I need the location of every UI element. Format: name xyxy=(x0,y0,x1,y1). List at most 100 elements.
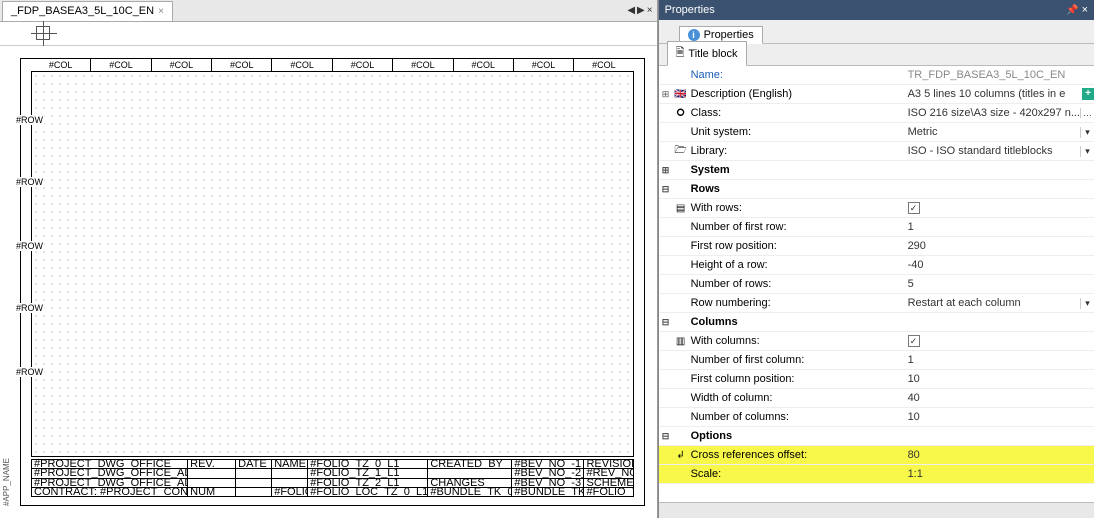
first-col-pos-label: First column position: xyxy=(689,373,904,385)
expand-icon[interactable]: ⊞ xyxy=(659,165,673,176)
expand-icon[interactable]: ⊞ xyxy=(659,89,673,100)
with-rows-label: With rows: xyxy=(689,202,904,214)
scale-label: Scale: xyxy=(689,468,904,480)
dropdown-icon[interactable]: ▾ xyxy=(1080,127,1094,138)
col-width-label: Width of column: xyxy=(689,392,904,404)
row-numbering-label: Row numbering: xyxy=(689,297,904,309)
prop-first-row-pos[interactable]: First row position: 290 xyxy=(659,237,1094,256)
with-cols-label: With columns: xyxy=(689,335,904,347)
tb-folio-loc2: #FOLIO_LOC_TZ_0_L1 xyxy=(308,488,427,496)
prop-xref-offset[interactable]: ↲ Cross references offset: 80 xyxy=(659,446,1094,465)
collapse-icon[interactable]: ⊟ xyxy=(659,184,673,195)
collapse-icon[interactable]: ⊟ xyxy=(659,317,673,328)
origin-marker-icon[interactable] xyxy=(36,26,50,40)
prop-library[interactable]: 🗁 Library: ISO - ISO standard titleblock… xyxy=(659,142,1094,161)
prop-with-cols[interactable]: ▥ With columns: ✓ xyxy=(659,332,1094,351)
document-tab[interactable]: _FDP_BASEA3_5L_10C_EN × xyxy=(2,1,173,21)
num-first-row-value[interactable]: 1 xyxy=(904,221,1094,233)
prop-class[interactable]: 🞇 Class: ISO 216 size\A3 size - 420x297 … xyxy=(659,104,1094,123)
scale-value[interactable]: 1:1 xyxy=(904,468,1094,480)
row-numbering-value: Restart at each column xyxy=(904,297,1080,309)
group-columns-label: Columns xyxy=(689,316,904,328)
tb-addr1: #PROJECT_DWG_OFFICE_ADDRESS_1 xyxy=(32,469,187,478)
row-label: #ROW xyxy=(15,241,44,251)
drawing-canvas[interactable]: #APP_NAME #COL#COL#COL#COL#COL#COL#COL#C… xyxy=(0,46,657,518)
tb-contract-val: #PROJECT_CONTRACT_NUM xyxy=(100,488,187,496)
group-system-label: System xyxy=(689,164,904,176)
panel-title: Properties xyxy=(665,4,715,16)
prop-unit-label: Unit system: xyxy=(689,126,904,138)
properties-panel: Properties 📌 × i Properties 🗎 Title bloc… xyxy=(658,0,1094,518)
col-header: #COL xyxy=(212,59,272,71)
collapse-icon[interactable]: ⊟ xyxy=(659,431,673,442)
add-lang-icon[interactable]: + xyxy=(1082,88,1094,100)
properties-list: Name: TR_FDP_BASEA3_5L_10C_EN ⊞ 🇬🇧 Descr… xyxy=(659,66,1094,502)
prop-desc-label: Description (English) xyxy=(689,88,904,100)
col-header: #COL xyxy=(272,59,332,71)
num-rows-label: Number of rows: xyxy=(689,278,904,290)
document-tab-bar: _FDP_BASEA3_5L_10C_EN × ◀ ▶ × xyxy=(0,0,657,22)
next-tab-icon[interactable]: ▶ xyxy=(637,5,645,16)
col-header: #COL xyxy=(393,59,453,71)
prop-first-col-pos[interactable]: First column position: 10 xyxy=(659,370,1094,389)
row-height-value[interactable]: -40 xyxy=(904,259,1094,271)
row-height-label: Height of a row: xyxy=(689,259,904,271)
col-header: #COL xyxy=(574,59,633,71)
col-width-value[interactable]: 40 xyxy=(904,392,1094,404)
dropdown-icon[interactable]: ▾ xyxy=(1080,146,1094,157)
row-label: #ROW xyxy=(15,115,44,125)
with-cols-checkbox[interactable]: ✓ xyxy=(908,335,920,347)
row-label: #ROW xyxy=(15,367,44,377)
tb-num-lbl: NUM xyxy=(188,488,235,496)
prop-col-width[interactable]: Width of column: 40 xyxy=(659,389,1094,408)
group-options[interactable]: ⊟ Options xyxy=(659,427,1094,446)
first-col-pos-value[interactable]: 10 xyxy=(904,373,1094,385)
close-panel-icon[interactable]: × xyxy=(1082,4,1088,16)
panel-controls: 📌 × xyxy=(1066,4,1088,16)
titleblock-icon: 🗎 xyxy=(676,44,685,63)
col-header: #COL xyxy=(333,59,393,71)
xref-icon: ↲ xyxy=(673,450,689,461)
group-rows[interactable]: ⊟ Rows xyxy=(659,180,1094,199)
prop-num-first-col[interactable]: Number of first column: 1 xyxy=(659,351,1094,370)
info-icon: i xyxy=(688,29,700,41)
prop-class-value: ISO 216 size\A3 size - 420x297 n... xyxy=(904,107,1080,119)
tb-rev-lbl: REV. xyxy=(188,460,235,469)
group-columns[interactable]: ⊟ Columns xyxy=(659,313,1094,332)
dropdown-icon[interactable]: ▾ xyxy=(1080,298,1094,309)
tb-contract-lbl: CONTRACT: xyxy=(34,488,97,496)
prop-row-height[interactable]: Height of a row: -40 xyxy=(659,256,1094,275)
col-header: #COL xyxy=(514,59,574,71)
with-rows-checkbox[interactable]: ✓ xyxy=(908,202,920,214)
section-row: 🗎 Title block xyxy=(659,44,1094,66)
section-titleblock[interactable]: 🗎 Title block xyxy=(667,41,747,66)
prop-desc-value: A3 5 lines 10 columns (titles in e xyxy=(904,88,1082,100)
pin-icon[interactable]: 📌 xyxy=(1066,5,1078,16)
prop-name[interactable]: Name: TR_FDP_BASEA3_5L_10C_EN xyxy=(659,66,1094,85)
prop-unit[interactable]: Unit system: Metric ▾ xyxy=(659,123,1094,142)
prop-name-label: Name: xyxy=(689,69,904,81)
prop-num-rows[interactable]: Number of rows: 5 xyxy=(659,275,1094,294)
num-first-col-value[interactable]: 1 xyxy=(904,354,1094,366)
prop-num-first-row[interactable]: Number of first row: 1 xyxy=(659,218,1094,237)
xref-value[interactable]: 80 xyxy=(904,449,1094,461)
prop-num-cols[interactable]: Number of columns: 10 xyxy=(659,408,1094,427)
ellipsis-icon[interactable]: … xyxy=(1080,108,1094,118)
num-rows-value[interactable]: 5 xyxy=(904,278,1094,290)
prev-tab-icon[interactable]: ◀ xyxy=(627,5,635,16)
sheet-grid xyxy=(31,71,634,457)
close-all-icon[interactable]: × xyxy=(647,5,653,16)
drawing-pane: _FDP_BASEA3_5L_10C_EN × ◀ ▶ × #APP_NAME … xyxy=(0,0,658,518)
prop-with-rows[interactable]: ▤ With rows: ✓ xyxy=(659,199,1094,218)
prop-scale[interactable]: Scale: 1:1 xyxy=(659,465,1094,484)
group-system[interactable]: ⊞ System xyxy=(659,161,1094,180)
prop-row-numbering[interactable]: Row numbering: Restart at each column ▾ xyxy=(659,294,1094,313)
first-row-pos-value[interactable]: 290 xyxy=(904,240,1094,252)
num-cols-value[interactable]: 10 xyxy=(904,411,1094,423)
title-block: #PROJECT_DWG_OFFICE #PROJECT_DWG_OFFICE_… xyxy=(31,459,634,497)
num-first-row-label: Number of first row: xyxy=(689,221,904,233)
prop-description[interactable]: ⊞ 🇬🇧 Description (English) A3 5 lines 10… xyxy=(659,85,1094,104)
row-label: #ROW xyxy=(15,177,44,187)
close-tab-icon[interactable]: × xyxy=(158,6,164,17)
prop-unit-value: Metric xyxy=(904,126,1080,138)
